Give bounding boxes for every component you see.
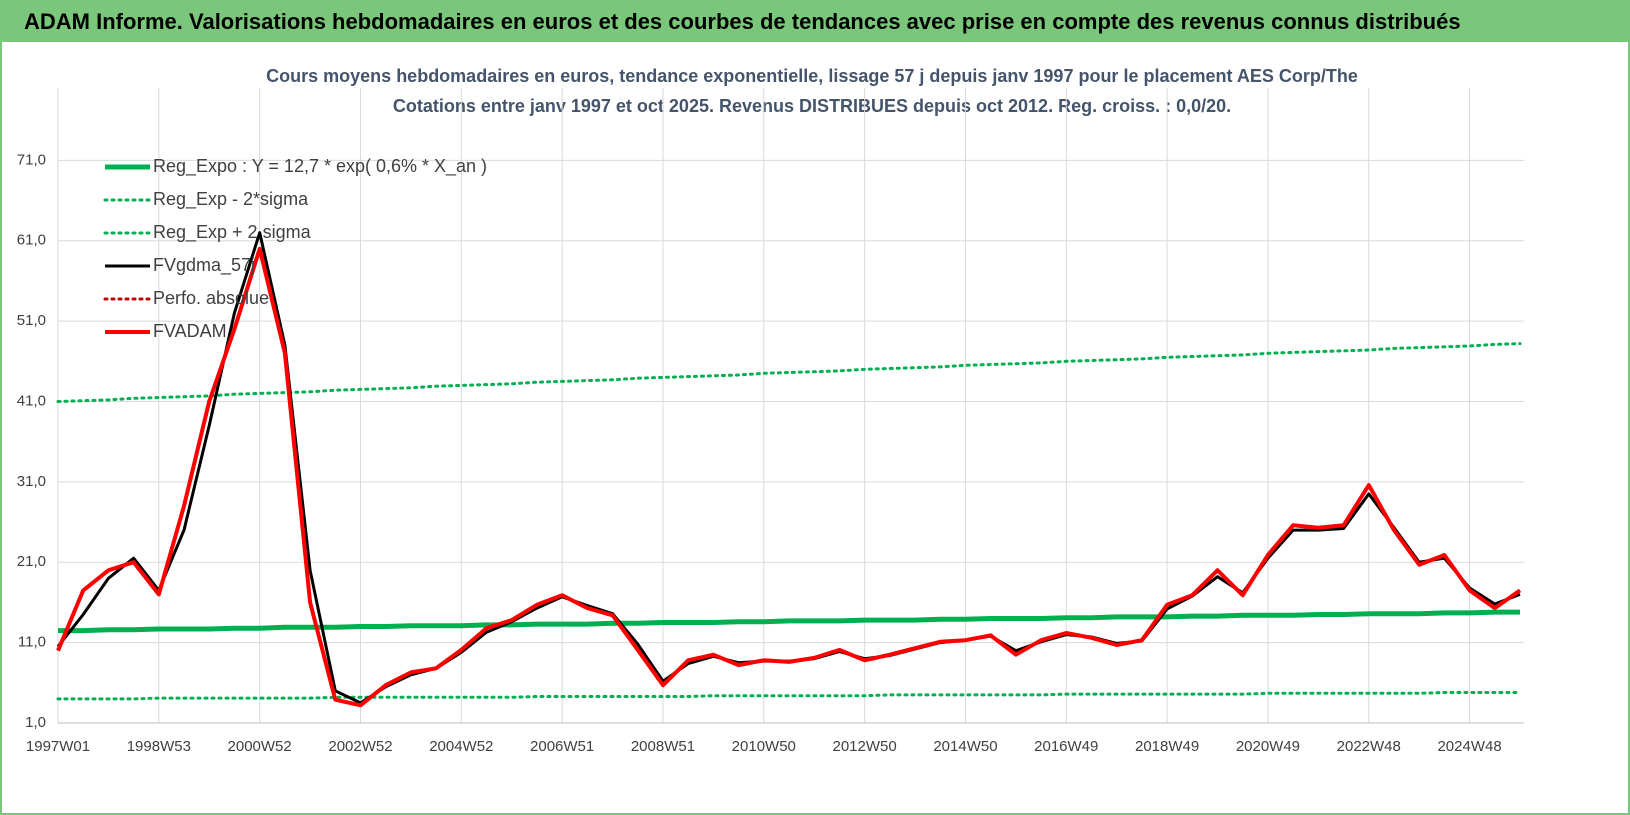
x-tick-label: 2010W50 — [732, 738, 796, 755]
chart-subtitle: Cotations entre janv 1997 et oct 2025. R… — [393, 96, 1231, 116]
x-tick-label: 2014W50 — [933, 738, 997, 755]
x-tick-label: 2022W48 — [1337, 738, 1401, 755]
x-tick-label: 2018W49 — [1135, 738, 1199, 755]
legend-label: Reg_Expo : Y = 12,7 * exp( 0,6% * X_an ) — [153, 156, 487, 177]
legend-label: FVgdma_57j — [153, 255, 255, 276]
y-tick-label: 11,0 — [18, 634, 46, 651]
y-tick-label: 61,0 — [17, 232, 46, 249]
legend-label: Perfo. absolue — [153, 288, 269, 308]
y-tick-label: 71,0 — [17, 151, 46, 168]
x-tick-label: 2004W52 — [429, 738, 493, 755]
y-tick-label: 31,0 — [17, 473, 46, 490]
chart-title: Cours moyens hebdomadaires en euros, ten… — [266, 66, 1358, 86]
series-line — [56, 246, 1522, 708]
series-line — [56, 231, 1521, 705]
legend-label: FVADAM — [153, 321, 227, 341]
x-tick-label: 2024W48 — [1437, 738, 1501, 755]
x-tick-label: 2020W49 — [1236, 738, 1300, 755]
x-tick-label: 1997W01 — [26, 738, 90, 755]
x-tick-label: 2002W52 — [328, 738, 392, 755]
series-line — [56, 691, 1522, 701]
x-tick-label: 2012W50 — [833, 738, 897, 755]
x-tick-label: 2000W52 — [228, 738, 292, 755]
chart: Cours moyens hebdomadaires en euros, ten… — [17, 66, 1524, 755]
x-tick-label: 2008W51 — [631, 738, 695, 755]
y-tick-label: 41,0 — [17, 392, 46, 409]
series-line — [58, 609, 1520, 634]
series-line — [56, 342, 1522, 403]
legend-label: Reg_Exp - 2*sigma — [153, 189, 309, 210]
x-tick-label: 1998W53 — [127, 738, 191, 755]
y-tick-label: 1,0 — [25, 714, 46, 731]
y-tick-label: 51,0 — [17, 312, 46, 329]
header-bar: ADAM Informe. Valorisations hebdomadaire… — [0, 0, 1630, 42]
header-title: ADAM Informe. Valorisations hebdomadaire… — [24, 9, 1461, 34]
x-tick-label: 2006W51 — [530, 738, 594, 755]
x-tick-label: 2016W49 — [1034, 738, 1098, 755]
y-tick-label: 21,0 — [17, 553, 46, 570]
legend-label: Reg_Exp + 2 sigma — [153, 222, 312, 243]
